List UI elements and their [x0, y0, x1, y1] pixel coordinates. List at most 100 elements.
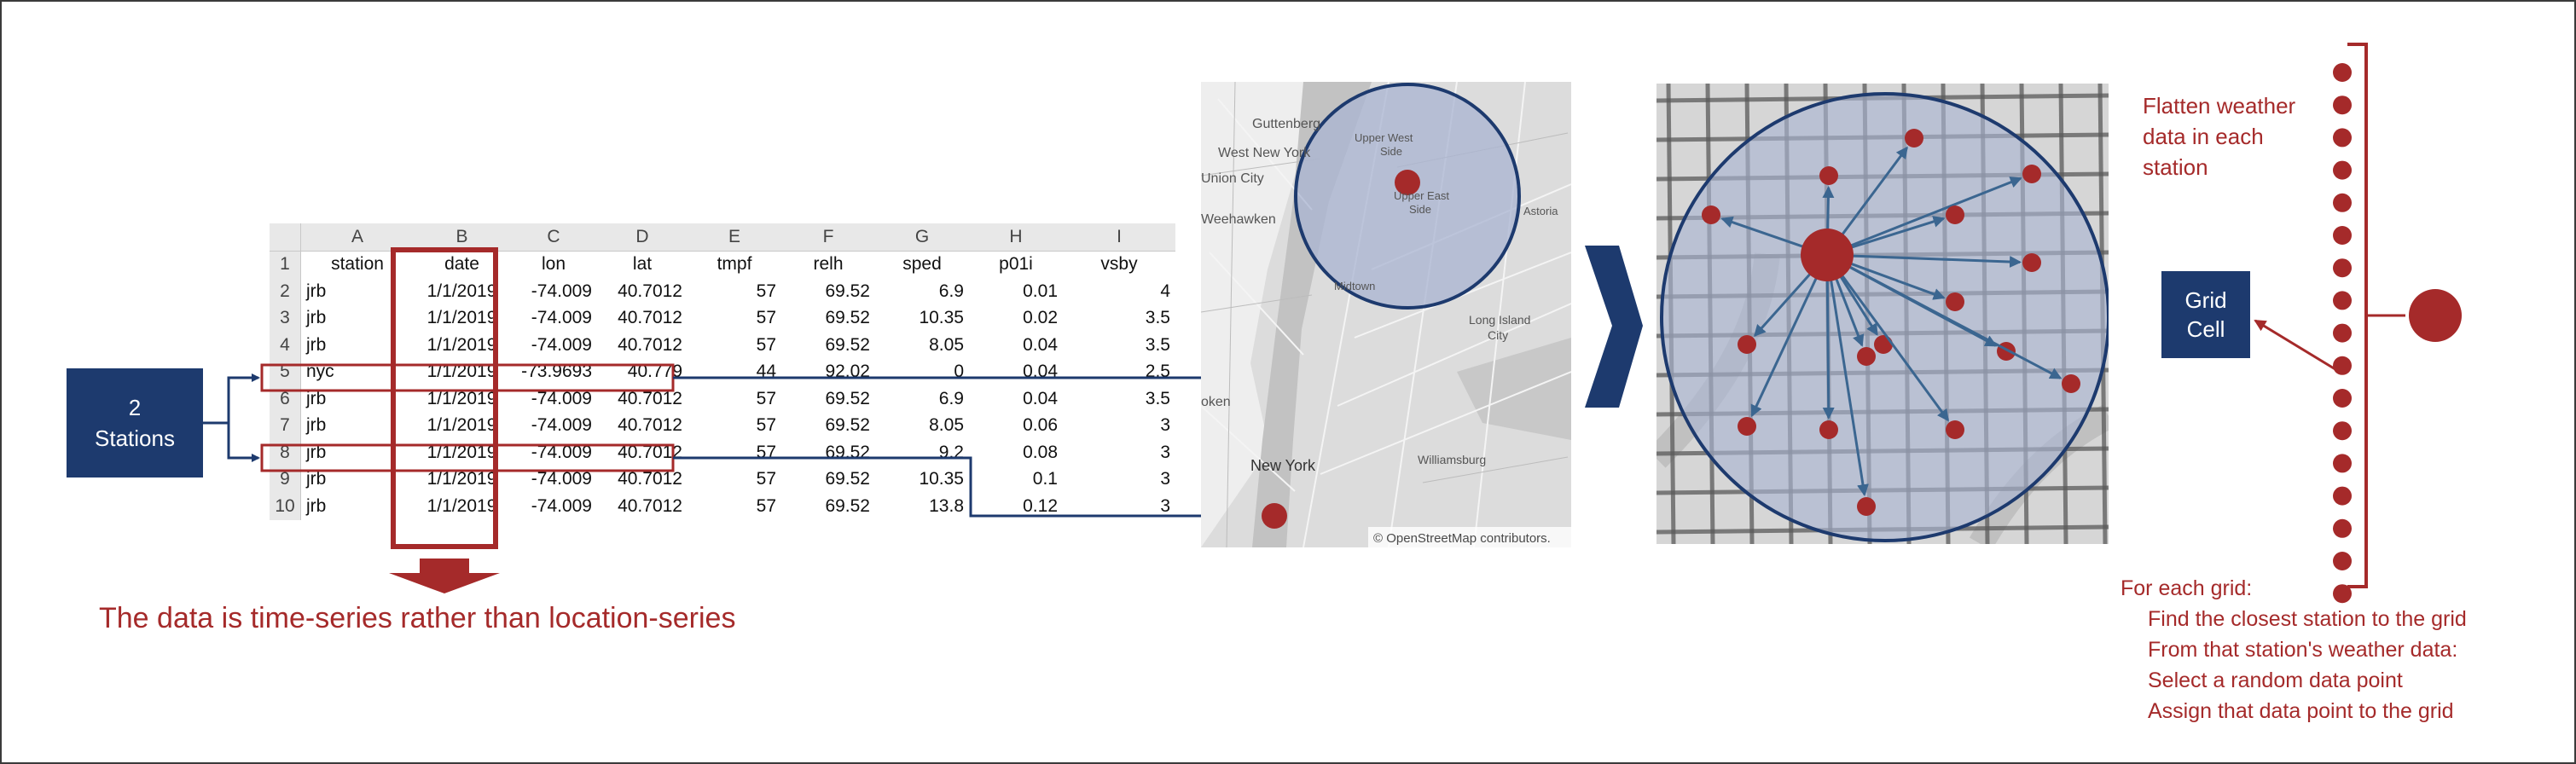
stations-to-row8-arrow	[227, 423, 260, 462]
table-cell: 40.7012	[618, 281, 682, 301]
grid-point-dot	[2022, 165, 2041, 183]
col-letter: I	[1063, 223, 1175, 252]
table-cell: 6.9	[938, 281, 964, 301]
corner-cell	[270, 223, 301, 252]
table-cell: 57	[756, 334, 776, 355]
flattened-data-dot	[2333, 421, 2352, 441]
table-cell: 40.7012	[618, 388, 682, 408]
assignment-arrow	[1830, 280, 1869, 497]
table-cell: -74.009	[531, 388, 592, 408]
flattened-data-dot	[2333, 518, 2352, 538]
steps-title: For each grid:	[2121, 576, 2253, 600]
table-cell: 0.04	[1023, 388, 1058, 408]
grid-overlay-panel	[1656, 84, 2109, 544]
table-cell: 69.52	[825, 281, 870, 301]
col-letter: E	[688, 223, 781, 252]
table-cell: 3	[1160, 495, 1170, 516]
sheet-body: 2 jrb 1/1/2019 -74.009 40.7012 57 69.52 6.9 0.01…	[270, 278, 1175, 520]
table-cell: -74.009	[531, 308, 592, 328]
table-cell: 1/1/2019	[426, 442, 497, 462]
row-number: 5	[270, 358, 301, 385]
table-cell: 10.35	[919, 469, 964, 489]
table-cell: jrb	[306, 469, 327, 489]
table-cell: 69.52	[825, 334, 870, 355]
grid-cell-box: Grid Cell	[2161, 271, 2250, 358]
col-letter: H	[969, 223, 1063, 252]
table-cell: jrb	[306, 308, 327, 328]
flatten-note: Flatten weather data in each station	[2143, 90, 2295, 182]
step-item: Assign that data point to the grid	[2148, 699, 2454, 723]
map-label: Williamsburg	[1418, 453, 1486, 466]
flattened-data-dot	[2333, 323, 2352, 343]
flattened-data-dot	[2333, 356, 2352, 375]
table-cell: -74.009	[531, 415, 592, 436]
col-letter: D	[597, 223, 688, 252]
osm-link[interactable]: © OpenStreetMap	[1373, 531, 1477, 546]
station-dot-large	[2409, 289, 2462, 342]
station-map: Guttenberg West New York Union City Weeh…	[1201, 82, 1571, 547]
flatten-line: station	[2143, 154, 2208, 180]
row-number: 10	[270, 493, 301, 520]
table-cell: 0.12	[1023, 495, 1058, 516]
col-header: vsby	[1100, 254, 1138, 275]
map-label: Union City	[1201, 171, 1264, 186]
table-cell: 3	[1160, 415, 1170, 436]
map-label: West New York	[1218, 146, 1311, 160]
row-number: 2	[270, 278, 301, 305]
table-cell: 1/1/2019	[426, 362, 497, 382]
col-header: station	[331, 254, 384, 275]
grid-point-dot	[1738, 417, 1756, 436]
table-cell: jrb	[306, 334, 327, 355]
table-cell: 0	[954, 362, 964, 382]
nyc-station-dot	[1395, 170, 1420, 195]
date-column-highlight	[391, 247, 498, 549]
flattened-data-dot	[2333, 291, 2352, 310]
table-cell: 1/1/2019	[426, 281, 497, 301]
stations-count: 2	[128, 395, 142, 420]
procedure-steps: For each grid: Find the closest station …	[2121, 573, 2467, 726]
assignment-arrow	[1754, 273, 1812, 338]
jrb-station-dot	[1262, 503, 1287, 529]
flattened-data-dot	[2333, 193, 2352, 212]
map-label: New York	[1250, 457, 1316, 474]
table-cell: 4	[1160, 281, 1170, 301]
map-label: Upper East	[1394, 189, 1449, 202]
row-number: 3	[270, 304, 301, 332]
grid-point-dot	[1857, 347, 1876, 366]
attribution-suffix: contributors.	[1480, 531, 1551, 546]
flattened-data-dot	[2333, 226, 2352, 245]
flattened-data-dot	[2333, 454, 2352, 473]
assignment-arrow	[1835, 278, 1865, 347]
map-label: oken	[1201, 395, 1231, 409]
grid-point-dot	[1819, 166, 1838, 185]
map-label: Upper West	[1355, 131, 1413, 144]
table-row: 10 jrb 1/1/2019 -74.009 40.7012 57 69.52 13.8 0.…	[270, 493, 1175, 520]
stations-to-row5-arrow	[203, 373, 260, 425]
grid-point-dot	[1874, 335, 1893, 354]
table-row: 4 jrb 1/1/2019 -74.009 40.7012 57 69.52 8.05 0.0…	[270, 332, 1175, 359]
right-chevron-icon	[1585, 246, 1643, 408]
time-series-caption: The data is time-series rather than loca…	[99, 602, 736, 634]
table-cell: nyc	[306, 362, 334, 382]
stations-box: 2 Stations	[67, 368, 203, 478]
assignment-arrow	[1841, 146, 1908, 235]
assignment-arrow	[1750, 277, 1818, 418]
grid-point-dot	[1819, 420, 1838, 439]
step-item: Select a random data point	[2148, 668, 2403, 692]
row-5-highlight	[260, 363, 675, 392]
map-label: Long Island	[1469, 313, 1530, 327]
map-label: Midtown	[1334, 280, 1375, 292]
table-cell: -74.009	[531, 281, 592, 301]
assignment-arrow	[1839, 275, 1878, 336]
table-cell: 40.7012	[618, 334, 682, 355]
table-cell: 40.7012	[618, 308, 682, 328]
map-label: Side	[1409, 203, 1431, 216]
col-header: lon	[541, 254, 566, 275]
flattened-data-dot	[2333, 96, 2352, 115]
grid-point-dot	[1946, 292, 1964, 311]
col-letter: B	[414, 223, 510, 252]
flattened-data-dot	[2333, 389, 2352, 408]
flattened-data-dot	[2333, 486, 2352, 506]
map-label: Guttenberg	[1252, 117, 1320, 131]
